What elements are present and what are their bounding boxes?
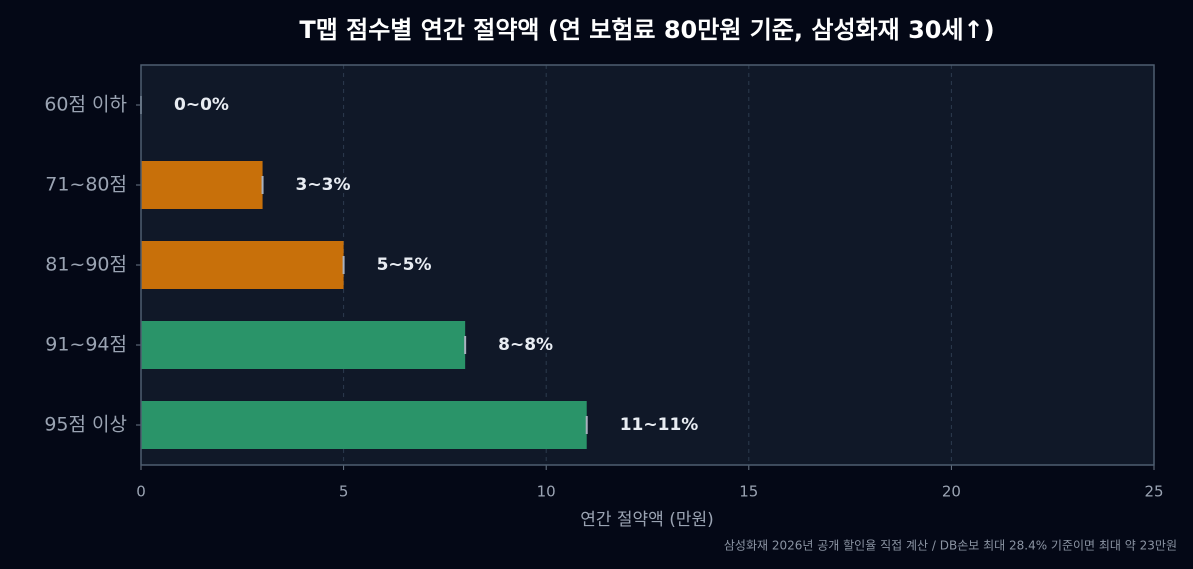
y-tick-label: 60점 이하 — [44, 94, 127, 116]
x-axis-label: 연간 절약액 (만원) — [580, 510, 714, 530]
y-tick-label: 95점 이상 — [44, 414, 127, 436]
x-tick-label: 5 — [339, 483, 349, 501]
value-label: 3~3% — [296, 175, 351, 195]
footnote: 삼성화재 2026년 공개 할인율 직접 계산 / DB손보 최대 28.4% … — [724, 538, 1177, 553]
x-tick-label: 0 — [136, 483, 146, 501]
x-tick-label: 10 — [537, 483, 556, 501]
value-label: 11~11% — [620, 415, 699, 435]
y-tick-label: 81~90점 — [45, 254, 127, 276]
value-label: 8~8% — [498, 335, 553, 355]
plot-border — [140, 64, 1155, 466]
bar — [141, 241, 344, 289]
x-tick-label: 15 — [739, 483, 758, 501]
x-tick-label: 20 — [942, 483, 961, 501]
x-tick-label: 25 — [1144, 483, 1163, 501]
value-label: 0~0% — [174, 95, 229, 115]
value-label: 5~5% — [377, 255, 432, 275]
chart-title: T맵 점수별 연간 절약액 (연 보험료 80만원 기준, 삼성화재 30세↑) — [299, 16, 994, 44]
y-tick-label: 91~94점 — [45, 334, 127, 356]
y-tick-label: 71~80점 — [45, 174, 127, 196]
bar — [141, 401, 587, 449]
bar — [141, 161, 263, 209]
bar — [141, 321, 466, 369]
